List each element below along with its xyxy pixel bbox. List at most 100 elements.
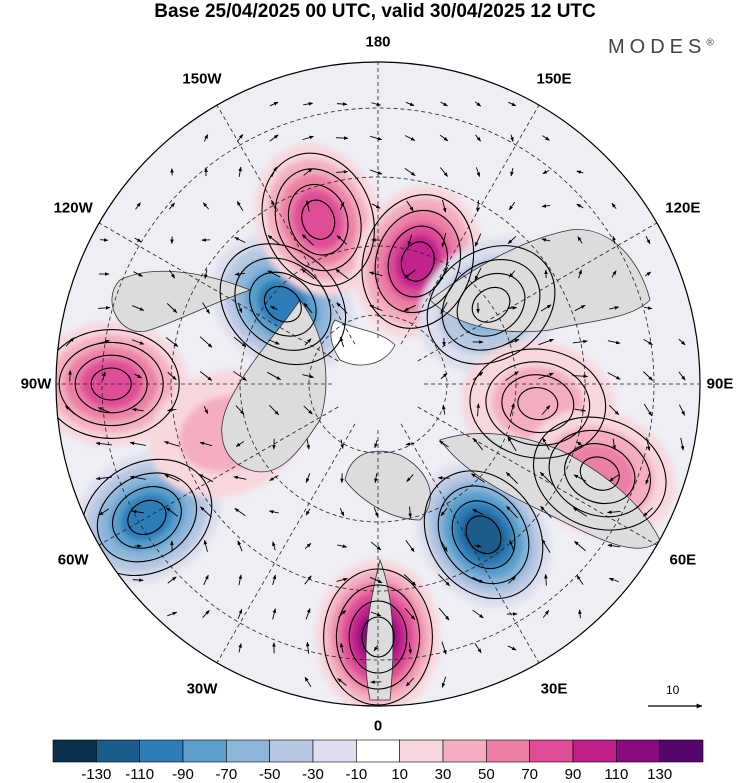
wind-vector bbox=[301, 268, 315, 280]
longitude-label: 90E bbox=[706, 375, 734, 393]
wind-vector bbox=[643, 306, 653, 310]
meridian bbox=[98, 406, 339, 546]
wind-vector bbox=[203, 134, 209, 142]
wind-vector bbox=[234, 236, 246, 244]
wind-vector bbox=[304, 338, 312, 346]
wind-vector bbox=[373, 506, 379, 518]
wind-vector bbox=[403, 574, 417, 586]
wind-vector bbox=[306, 438, 311, 450]
wind-vector bbox=[237, 540, 243, 552]
wind-vector bbox=[335, 136, 349, 140]
wind-vector bbox=[440, 167, 448, 177]
wind-vector bbox=[573, 474, 587, 482]
contour-line bbox=[423, 470, 544, 600]
wind-vector bbox=[166, 303, 178, 313]
colorbar-swatch bbox=[399, 739, 444, 763]
wind-vector bbox=[267, 234, 281, 246]
brand-text: MODES bbox=[608, 36, 707, 58]
map-border bbox=[55, 61, 701, 707]
wind-vector bbox=[574, 408, 587, 413]
contour-line bbox=[517, 387, 559, 421]
wind-vector bbox=[507, 101, 517, 107]
wind-vector bbox=[65, 405, 75, 415]
colorbar-tick-label: 110 bbox=[604, 766, 629, 783]
wind-vector bbox=[98, 339, 110, 344]
wind-vector bbox=[167, 371, 177, 381]
wind-vector bbox=[475, 134, 481, 142]
wind-vector bbox=[102, 371, 106, 381]
contour-line bbox=[335, 584, 421, 690]
wind-vector bbox=[374, 473, 378, 484]
contour-line bbox=[532, 416, 667, 531]
wind-vector bbox=[440, 302, 448, 315]
wind-vector bbox=[131, 509, 144, 514]
wind-vector bbox=[440, 540, 448, 552]
wind-vector bbox=[336, 302, 348, 314]
wind-vector bbox=[337, 102, 348, 106]
wind-vector bbox=[200, 506, 212, 518]
wind-vector bbox=[202, 202, 210, 210]
wind-vector bbox=[236, 134, 244, 142]
wind-vector bbox=[369, 169, 383, 175]
wind-vector bbox=[405, 677, 415, 687]
wind-vector bbox=[609, 306, 620, 310]
latitude-circle bbox=[101, 107, 655, 661]
colorbar-tick-label: -130 bbox=[81, 766, 112, 783]
wind-vector bbox=[542, 437, 550, 451]
longitude-label: 0 bbox=[373, 717, 383, 735]
contour-line bbox=[274, 168, 362, 272]
wind-vector bbox=[509, 402, 515, 417]
meridian bbox=[400, 423, 540, 664]
wind-vector bbox=[574, 540, 586, 552]
wind-vector bbox=[238, 574, 243, 586]
colorbar-swatch bbox=[52, 739, 97, 763]
contour-line bbox=[564, 443, 636, 505]
wind-vector bbox=[237, 608, 243, 619]
colorbar-swatch bbox=[96, 739, 140, 763]
wind-vector bbox=[470, 473, 485, 483]
contour-line bbox=[374, 209, 462, 314]
wind-vector bbox=[678, 338, 686, 346]
wind-vector bbox=[405, 442, 415, 446]
longitude-label: 90W bbox=[20, 375, 52, 393]
wind-vector bbox=[578, 609, 582, 619]
longitude-label: 150E bbox=[536, 70, 572, 88]
contour-line bbox=[451, 500, 516, 570]
brand-logo: MODES® bbox=[608, 36, 719, 59]
colorbar-swatch bbox=[616, 739, 660, 763]
longitude-label: 30E bbox=[540, 680, 568, 698]
wind-vector bbox=[267, 270, 281, 278]
longitude-label: 60E bbox=[669, 551, 697, 569]
wind-vector bbox=[163, 441, 180, 447]
wind-vector bbox=[234, 508, 246, 516]
contour-line bbox=[219, 243, 347, 366]
wind-vector bbox=[271, 199, 277, 212]
contour-line bbox=[441, 259, 541, 351]
wind-vector bbox=[134, 373, 142, 379]
wind-vector bbox=[167, 408, 177, 412]
wind-vector bbox=[95, 476, 112, 481]
wind-vector bbox=[199, 371, 213, 381]
contour-line bbox=[471, 286, 511, 323]
wind-vector bbox=[269, 475, 279, 481]
wind-vector bbox=[134, 237, 142, 243]
wind-vector bbox=[304, 676, 312, 688]
wind-vector bbox=[542, 610, 550, 618]
reference-vector-label: 10 bbox=[666, 683, 680, 697]
wind-vector bbox=[199, 441, 213, 447]
contour-line bbox=[465, 515, 502, 555]
wind-vector bbox=[68, 370, 72, 382]
wind-vector bbox=[474, 101, 482, 107]
wind-vector bbox=[167, 576, 177, 584]
wind-vector bbox=[131, 305, 145, 311]
wind-vector bbox=[165, 507, 178, 517]
wind-vector bbox=[607, 510, 621, 514]
wind-vector bbox=[607, 372, 621, 380]
wind-vector bbox=[233, 371, 247, 381]
longitude-label: 150W bbox=[182, 70, 222, 88]
wind-vector bbox=[336, 577, 348, 582]
coastlines bbox=[111, 229, 661, 701]
wind-vector bbox=[269, 101, 279, 107]
colorbar-tick-label: 30 bbox=[434, 766, 452, 783]
wind-vector bbox=[611, 270, 617, 278]
